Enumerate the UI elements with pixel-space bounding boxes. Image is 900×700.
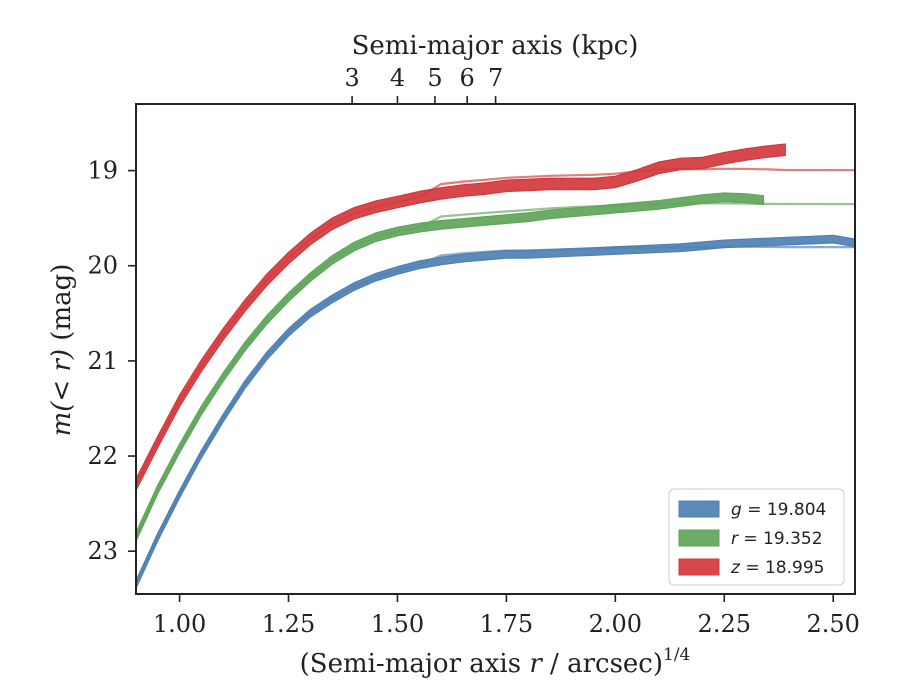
y-tick-label: 23 [87,537,118,565]
x-axis-title-sup: 1/4 [663,645,690,665]
band-g [136,234,855,589]
y-tick-label: 22 [87,442,118,470]
series-clip-group [136,143,855,589]
legend-swatch-g [678,500,720,518]
legend-swatch-z [678,558,720,576]
x-tick-label: 1.50 [371,610,424,638]
x2-tick-label: 3 [344,64,359,92]
legend-value: = 19.352 [743,529,822,549]
series-layer [136,143,855,589]
x2-tick-label: 6 [460,64,475,92]
x-tick-label: 2.50 [806,610,859,638]
x-tick-label: 1.75 [480,610,533,638]
y-tick-label: 19 [87,157,118,185]
legend-label-r: r = 19.352 [731,529,823,549]
y-tick-label: 20 [87,252,118,280]
y-axis-title-unit: (mag) [47,264,77,349]
x-tick-label: 1.00 [153,610,206,638]
legend-value: = 18.995 [745,558,824,578]
legend-value: = 19.804 [747,500,826,520]
x2-tick-label: 7 [488,64,503,92]
x-tick-label: 1.25 [262,610,315,638]
legend-label-g: g = 19.804 [731,500,826,520]
x2-tick-label: 5 [427,64,442,92]
x-tick-label: 2.00 [589,610,642,638]
y-tick-label: 21 [87,347,118,375]
x-axis-title: (Semi-major axis r / arcsec)1/4 [300,645,691,679]
y-axis-title: m(< r) (mag) [47,264,77,437]
legend-var: g [731,500,747,520]
band-r [136,192,765,542]
x-axis-title-rest: / arcsec) [542,649,663,679]
legend-var: z [730,558,745,578]
x2-tick-label: 4 [390,64,405,92]
x-axis-title-var: r [529,649,543,679]
legend-label-z: z = 18.995 [730,558,824,578]
band-z [136,143,786,491]
x-tick-label: 2.25 [698,610,751,638]
y-axis-title-var: m [47,412,77,437]
legend-var: r [731,529,743,549]
y-axis-title-expr: (< r) [47,349,77,412]
legend-swatch-r [678,529,720,547]
x-axis-title-main: (Semi-major axis [300,649,530,679]
x2-axis-title: Semi-major axis (kpc) [352,31,639,61]
axes-layer: 1.00 1.25 1.50 1.75 2.00 2.25 2.50 19 20 21 22 23 3 4… [87,64,859,638]
